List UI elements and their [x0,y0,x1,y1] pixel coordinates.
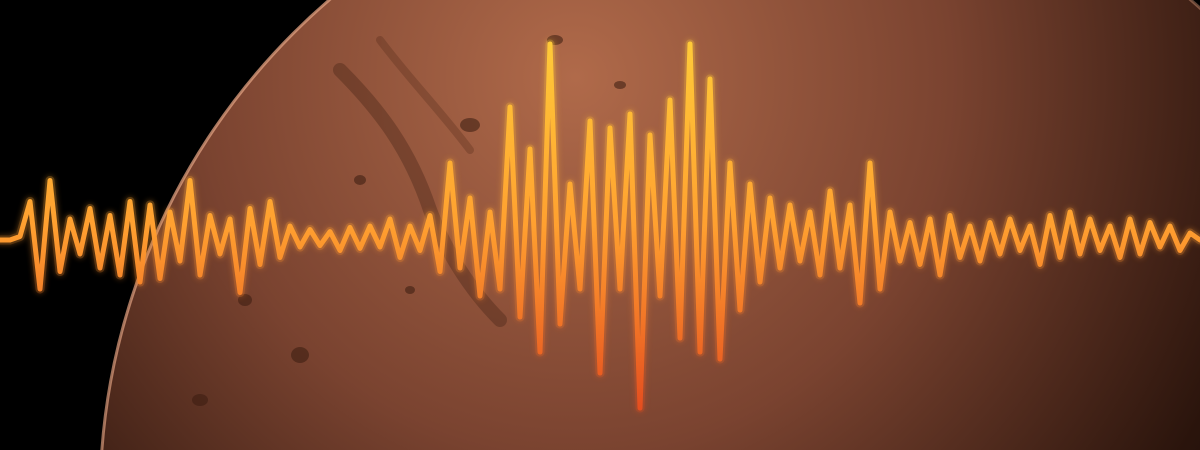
crater [238,294,252,306]
crater [192,394,208,406]
seismic-waveform-line [0,41,1200,411]
crater [405,286,415,294]
crater [291,347,309,363]
crater [614,81,626,89]
canyon-streak-secondary [376,36,474,154]
seismic-waveform [0,39,1200,413]
crater [460,118,480,132]
crater [354,175,366,185]
planet-surface-features [192,35,626,406]
canyon-streak [333,63,507,327]
